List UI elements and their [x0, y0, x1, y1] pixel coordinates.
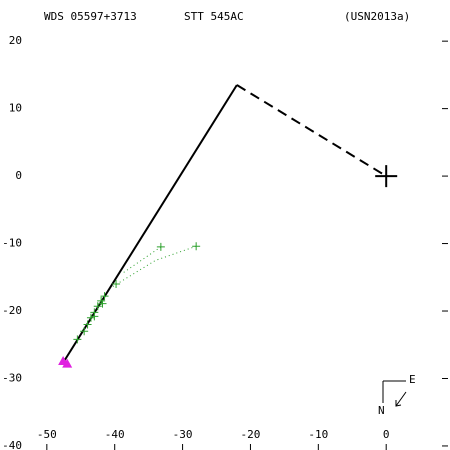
- observation: [90, 312, 99, 321]
- observation: [98, 299, 107, 308]
- observation: [192, 242, 201, 251]
- compass-arrowhead: [395, 400, 402, 407]
- compass: [382, 380, 407, 407]
- y-tick-label: -10: [2, 237, 22, 250]
- x-tick-label: 0: [383, 428, 390, 441]
- observation: [83, 320, 92, 329]
- compass-label: E: [409, 373, 416, 386]
- series-line: [236, 84, 387, 177]
- observation: [156, 242, 165, 251]
- observation: [100, 292, 109, 301]
- y-tick-label: 10: [9, 102, 22, 115]
- compass-label: N: [378, 404, 385, 417]
- y-tick-label: 20: [9, 34, 22, 47]
- endpoint: [62, 358, 73, 368]
- y-tick-label: -20: [2, 304, 22, 317]
- observation: [73, 335, 82, 344]
- x-tick-label: -40: [105, 428, 125, 441]
- observation: [86, 313, 95, 322]
- x-tick-label: -50: [37, 428, 57, 441]
- primary: [375, 165, 398, 188]
- compass-arrow: [395, 391, 407, 407]
- chart-title: WDS 05597+3713: [44, 10, 137, 23]
- x-tick-label: -10: [308, 428, 328, 441]
- observation: [80, 327, 89, 336]
- observation: [93, 302, 102, 311]
- y-tick-label: -40: [2, 439, 22, 450]
- y-tick-label: -30: [2, 371, 22, 384]
- chart-title: (USN2013a): [344, 10, 410, 23]
- chart-title: STT 545AC: [184, 10, 244, 23]
- x-tick-label: -30: [173, 428, 193, 441]
- series-line: [62, 84, 238, 363]
- x-tick-label: -20: [241, 428, 261, 441]
- y-tick-label: 0: [15, 169, 22, 182]
- observation: [112, 280, 121, 289]
